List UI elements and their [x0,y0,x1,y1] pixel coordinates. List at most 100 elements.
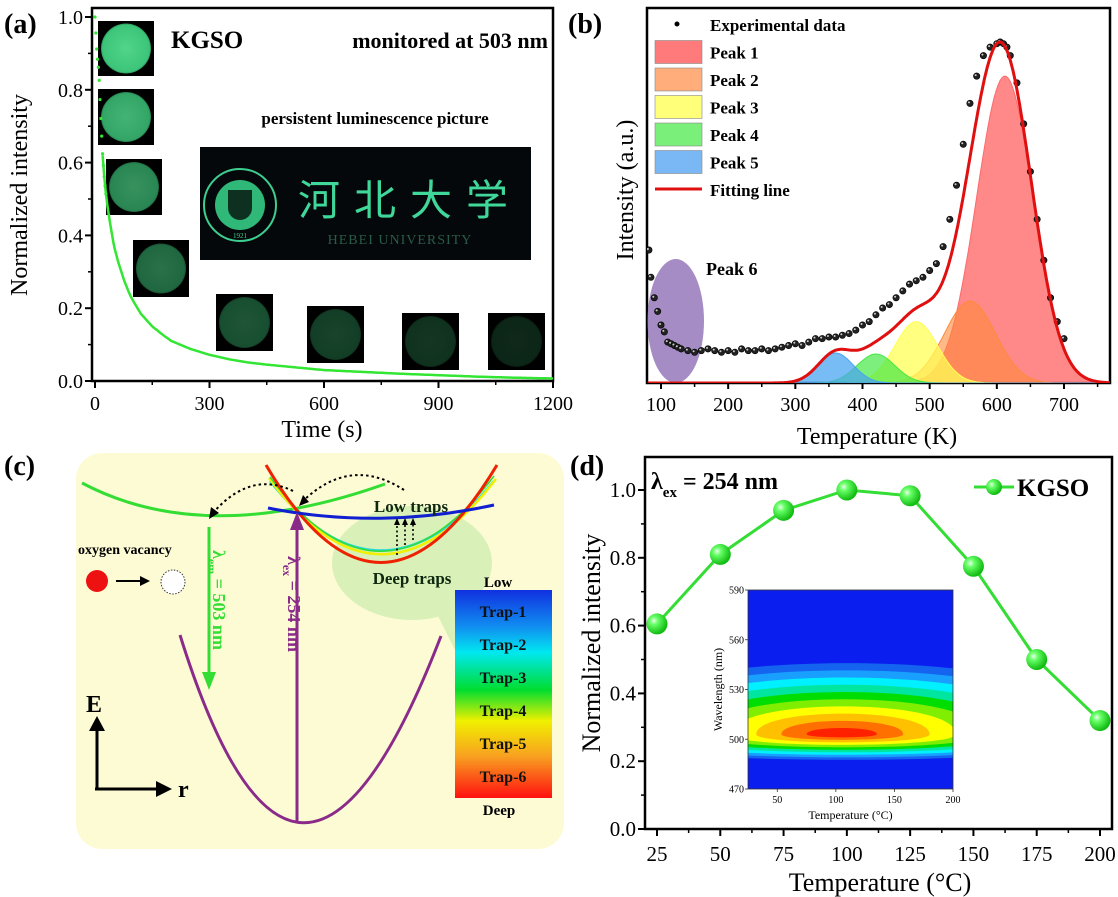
trap-label: Trap-2 [480,637,527,654]
experimental-point-highlight [900,288,903,291]
axes-b: 100 200 300 400 500 600 700 [646,383,1099,416]
experimental-point-highlight [847,331,850,334]
y-tick-label-d: 0.2 [610,749,636,773]
experimental-point [654,307,662,315]
experimental-point [805,338,813,346]
inset-x-tick-label: 100 [828,795,843,806]
vacancy-arrowhead [140,576,150,586]
decay-point [100,152,105,156]
experimental-point-highlight [662,329,665,332]
inset-y-label: Wavelength (nm) [711,648,725,731]
decay-point [104,192,108,196]
experimental-point [979,52,987,60]
decay-curve [93,15,553,380]
experimental-point [751,347,759,355]
glowing-disc [101,23,151,74]
experimental-point-highlight [773,346,776,349]
x-tick-label-a: 900 [424,393,454,415]
experimental-point [825,333,833,341]
experimental-point [657,321,665,329]
experimental-point-highlight [675,345,678,348]
experimental-point [912,277,920,285]
r-arrowhead [156,781,172,797]
experimental-point-highlight [652,295,655,298]
experimental-point-highlight [920,275,923,278]
energy-arrowhead [89,716,105,731]
inset-x-label: Temperature (°C) [808,808,892,822]
y-axis-title-d: Normalized intensity [577,534,606,753]
experimental-point [959,140,967,148]
glowing-disc [136,243,186,294]
experimental-point-highlight [833,334,836,337]
experimental-point [731,348,739,356]
excitation-annotation: λex = 254 nm [651,469,778,501]
experimental-point-highlight [927,268,930,271]
experimental-point-highlight [685,348,688,351]
trap-depth-scale [455,590,552,798]
experimental-point-highlight [887,302,890,305]
x-tick-label-b: 700 [1049,394,1079,416]
experimental-point-highlight [699,348,702,351]
experimental-point-highlight [934,261,937,264]
experimental-point [926,266,934,274]
y-tick-label-d: 0.0 [610,817,636,841]
inset-x-tick-label: 150 [887,795,902,806]
experimental-point [845,330,853,338]
decay-point [94,31,98,35]
deep-traps-label: Deep traps [373,569,452,588]
axes-a: 0 300 600 900 1200 0.0 0.2 0.4 0.6 0.8 1.0 [58,7,573,415]
experimental-point-highlight [719,350,722,353]
legend-label: Peak 2 [710,71,759,90]
experimental-point [939,243,947,251]
y-tick-label-a: 0.6 [58,153,83,175]
experimental-point-highlight [692,350,695,353]
experimental-point-highlight [706,346,709,349]
x-axis-title-a: Time (s) [281,417,362,443]
ex-rest: = 254 nm [284,576,304,652]
experimental-point-highlight [967,101,970,104]
experimental-point-highlight [1062,336,1064,339]
experimental-point [660,328,668,336]
panel-a: (a) 1921 河北大学 HEBEI UNIVERSITY 0 300 600 90… [4,6,573,443]
legend-d: KGSO [974,475,1089,502]
y-axis-title-b: Intensity (a.u.) [613,120,639,261]
annot-lambda: λ [651,469,663,495]
experimental-point-highlight [853,328,856,331]
y-axis-title-a: Normalized intensity [7,94,33,296]
legend-label: Experimental data [710,16,846,35]
kgso-marker [646,613,668,635]
inset-y-tick-label: 590 [729,586,744,597]
experimental-point [865,318,873,326]
x-tick-label-b: 600 [982,394,1012,416]
experimental-point-highlight [954,183,957,186]
glowing-disc [219,297,270,348]
experimental-point-highlight [759,346,762,349]
y-tick-label-a: 1.0 [58,7,83,29]
inset-contours [748,590,953,789]
legend-marker [986,479,1002,495]
trap-label: Trap-5 [480,736,527,753]
experimental-point [724,347,732,355]
experimental-point-highlight [712,348,715,351]
sample-label: KGSO [171,27,243,54]
experimental-point-highlight [961,142,964,145]
x-tick-label-d: 50 [710,842,731,866]
picture-caption: persistent luminescence picture [261,109,489,128]
experimental-point [691,348,699,356]
inset-y-tick-label: 560 [729,635,744,646]
intensity-vs-temperature [646,479,1111,732]
experimental-point [906,280,914,288]
axes-d: 25 50 75 100 125 150 175 200 0.0 0.2 0.4 0.6 0.8 1.0 [610,478,1116,866]
experimental-point-highlight [974,74,977,77]
ex-sub: ex [280,565,294,576]
legend-label: Peak 4 [710,126,759,145]
y-tick-label-a: 0.8 [58,80,83,102]
experimental-point [852,326,860,334]
decay-point [95,57,100,61]
scale-deep-label: Deep [483,803,516,819]
legend-swatch [654,95,703,119]
decay-line [101,155,553,380]
decay-point [100,134,104,138]
experimental-point [704,345,712,353]
experimental-point-highlight [679,346,682,349]
